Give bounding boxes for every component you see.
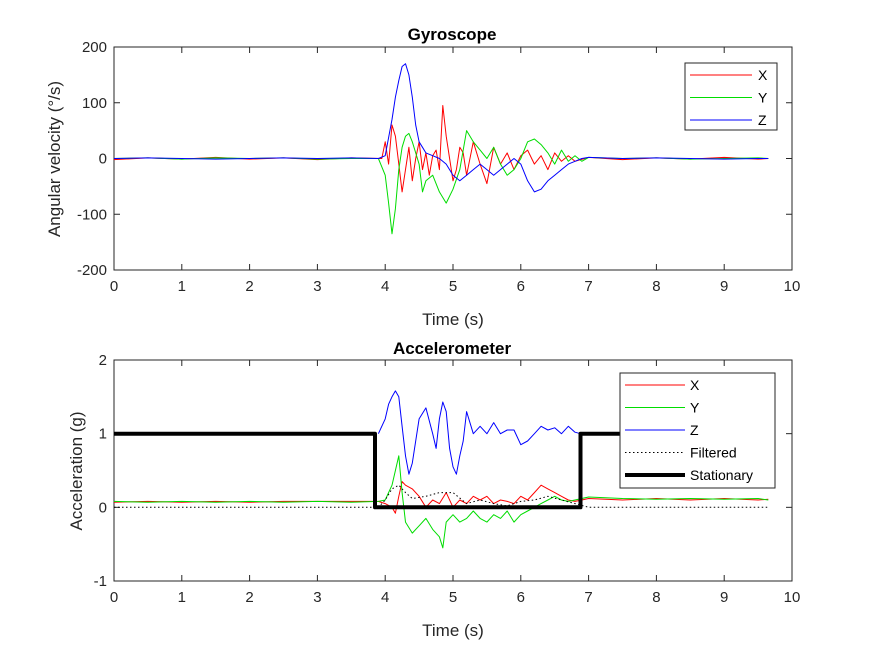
x-tick-label: 3 — [313, 278, 321, 295]
legend-label-x: X — [690, 377, 700, 393]
series-line-z — [377, 390, 581, 475]
legend-label-filtered: Filtered — [690, 445, 737, 461]
x-tick-label: 7 — [584, 589, 592, 606]
series-lines — [113, 63, 769, 235]
legend-label-z: Z — [690, 422, 699, 438]
x-tick-label: 2 — [245, 589, 253, 606]
chart-title: Gyroscope — [408, 25, 497, 44]
x-tick-label: 0 — [110, 589, 118, 606]
series-line-stationary — [114, 431, 769, 510]
y-axis-label: Acceleration (g) — [67, 411, 86, 530]
y-axis-label: Angular velocity (°/s) — [45, 81, 64, 237]
legend: XYZ — [684, 62, 778, 131]
legend-label-z: Z — [758, 112, 767, 128]
series-line-filtered — [114, 484, 769, 508]
x-tick-label: 4 — [381, 278, 389, 295]
y-tick-label: 2 — [99, 352, 107, 369]
x-tick-label: 3 — [313, 589, 321, 606]
x-tick-label: 5 — [449, 278, 457, 295]
y-tick-label: -100 — [77, 206, 107, 223]
legend-label-x: X — [758, 67, 768, 83]
legend-label-y: Y — [690, 400, 700, 416]
x-axis-label: Time (s) — [422, 621, 484, 640]
y-tick-label: -1 — [94, 573, 107, 590]
legend-label-stationary: Stationary — [690, 467, 753, 483]
x-tick-label: 2 — [245, 278, 253, 295]
legend-box — [684, 62, 778, 131]
legend: XYZ Filtered Stationary — [619, 372, 776, 489]
x-tick-label: 1 — [178, 589, 186, 606]
x-tick-label: 0 — [110, 278, 118, 295]
series-line-z — [113, 63, 769, 193]
x-tick-label: 6 — [517, 278, 525, 295]
x-tick-label: 10 — [784, 589, 801, 606]
x-axis-label: Time (s) — [422, 310, 484, 329]
chart-title: Accelerometer — [393, 339, 512, 358]
x-tick-label: 10 — [784, 278, 801, 295]
x-tick-label: 7 — [584, 278, 592, 295]
y-tick-label: 0 — [99, 151, 107, 168]
y-tick-label: 100 — [82, 95, 107, 112]
y-tick-label: 0 — [99, 499, 107, 516]
x-tick-label: 1 — [178, 278, 186, 295]
series-line-y — [113, 130, 769, 235]
axis-ticks: 0 1 2 3 4 5 6 7 8 9 10 -200 -100 0 100 200 — [77, 39, 800, 295]
y-tick-label: 1 — [99, 426, 107, 443]
x-tick-label: 9 — [720, 278, 728, 295]
x-tick-label: 6 — [517, 589, 525, 606]
x-tick-label: 8 — [652, 589, 660, 606]
x-tick-label: 9 — [720, 589, 728, 606]
series-line-y — [113, 455, 769, 549]
series-lines — [113, 390, 769, 549]
x-tick-label: 8 — [652, 278, 660, 295]
gyroscope-chart: Gyroscope 0 1 2 3 4 5 6 7 8 9 10 -200 -100 0 100 200 Ti… — [45, 25, 800, 329]
x-tick-label: 5 — [449, 589, 457, 606]
y-tick-label: 200 — [82, 39, 107, 56]
legend-label-y: Y — [758, 90, 768, 106]
x-tick-label: 4 — [381, 589, 389, 606]
y-tick-label: -200 — [77, 262, 107, 279]
